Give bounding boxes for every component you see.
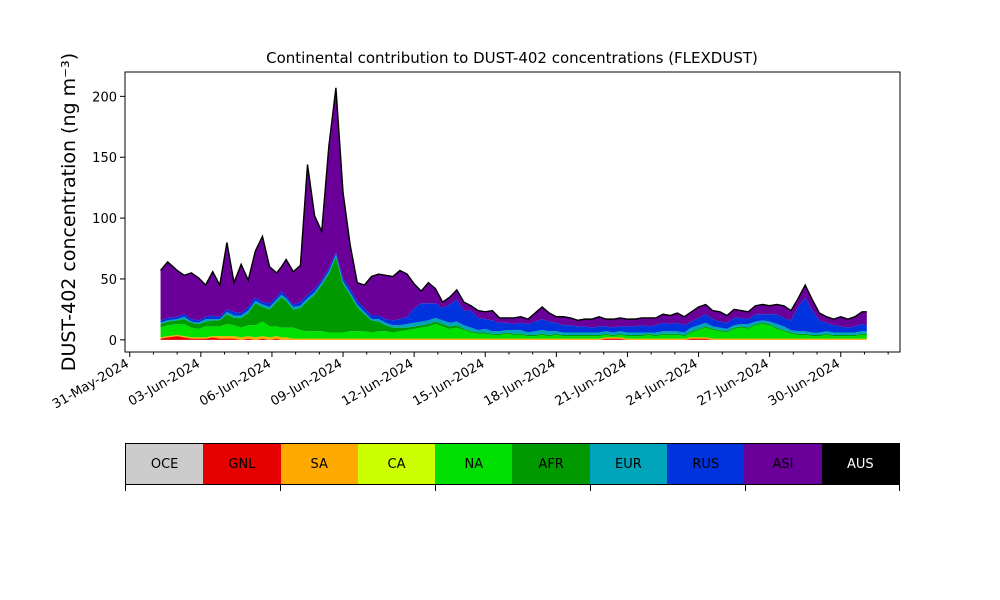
chart: Continental contribution to DUST-402 con… bbox=[50, 49, 901, 412]
colorbar-label: AFR bbox=[538, 456, 564, 472]
colorbar-label: OCE bbox=[150, 456, 179, 472]
colorbar-cell-ca: CA bbox=[357, 444, 436, 484]
area-gnl bbox=[160, 336, 867, 340]
x-tick-label: 03-Jun-2024 bbox=[126, 356, 203, 409]
area-afr bbox=[160, 257, 867, 337]
colorbar-tick bbox=[435, 485, 436, 491]
colorbar-tick bbox=[125, 485, 126, 491]
x-tick-label: 15-Jun-2024 bbox=[410, 356, 487, 409]
colorbar-cell-gnl: GNL bbox=[203, 444, 281, 484]
colorbar-label: EUR bbox=[615, 456, 642, 472]
plot-frame bbox=[124, 71, 901, 353]
y-tick-label: 150 bbox=[92, 151, 117, 166]
y-axis-label: DUST-402 concentration (ng m⁻³) bbox=[58, 53, 80, 371]
x-tick-label: 18-Jun-2024 bbox=[482, 356, 559, 409]
colorbar-tick bbox=[590, 485, 591, 491]
y-tick-label: 0 bbox=[109, 334, 117, 349]
colorbar-cell-eur: EUR bbox=[589, 444, 668, 484]
x-tick-label: 12-Jun-2024 bbox=[339, 356, 416, 409]
colorbar-label: NA bbox=[464, 456, 484, 472]
y-tick-label: 200 bbox=[92, 90, 117, 105]
x-tick-label: 06-Jun-2024 bbox=[197, 356, 274, 409]
x-tick-label: 09-Jun-2024 bbox=[268, 356, 345, 409]
colorbar-cell-asi: ASI bbox=[744, 444, 822, 484]
x-tick-label: 27-Jun-2024 bbox=[695, 356, 772, 409]
colorbar-label: CA bbox=[387, 456, 406, 472]
x-tick-label: 24-Jun-2024 bbox=[624, 356, 701, 409]
region-colorbar: OCE GNL SA CA NA AFR EUR RUS ASI AUS bbox=[125, 443, 900, 485]
colorbar-cell-oce: OCE bbox=[126, 444, 204, 484]
colorbar-tick bbox=[745, 485, 746, 491]
plot-area: 05010015020031-May-202403-Jun-202406-Jun… bbox=[50, 71, 901, 412]
area-rus bbox=[160, 252, 867, 333]
x-tick-label: 30-Jun-2024 bbox=[766, 356, 843, 409]
colorbar-label: ASI bbox=[772, 456, 794, 472]
colorbar-label: RUS bbox=[692, 456, 720, 472]
total-line bbox=[160, 87, 867, 322]
colorbar-label: SA bbox=[310, 456, 328, 472]
colorbar-cell-na: NA bbox=[435, 444, 513, 484]
y-tick-label: 50 bbox=[100, 273, 117, 288]
colorbar-cell-rus: RUS bbox=[667, 444, 745, 484]
area-asi bbox=[160, 87, 867, 328]
colorbar-tick bbox=[280, 485, 281, 491]
x-tick-label: 21-Jun-2024 bbox=[553, 356, 630, 409]
colorbar-ticks bbox=[125, 485, 900, 493]
colorbar-cell-sa: SA bbox=[280, 444, 358, 484]
colorbar-cell-aus: AUS bbox=[821, 444, 899, 484]
colorbar-label: AUS bbox=[846, 456, 874, 472]
chart-title: Continental contribution to DUST-402 con… bbox=[266, 49, 758, 67]
colorbar-label: GNL bbox=[228, 456, 256, 472]
colorbar-tick bbox=[899, 485, 900, 491]
area-na bbox=[160, 321, 867, 339]
colorbar-cell-afr: AFR bbox=[512, 444, 590, 484]
y-tick-label: 100 bbox=[92, 212, 117, 227]
